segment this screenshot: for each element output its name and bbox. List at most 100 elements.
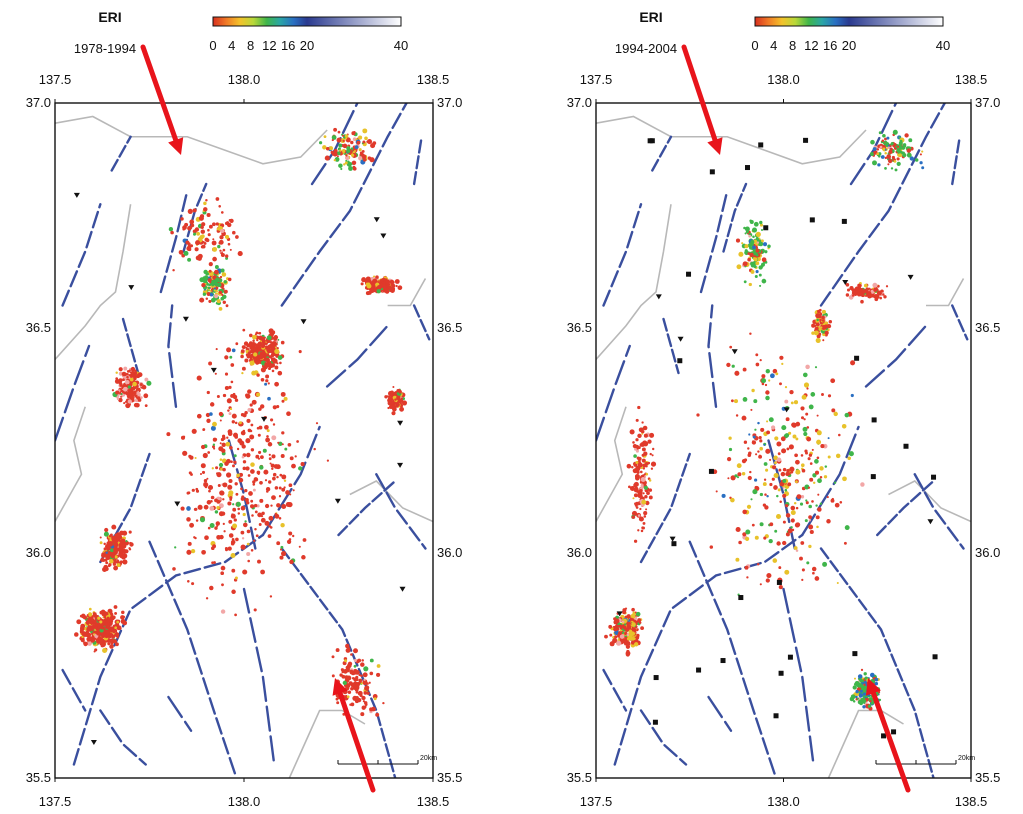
colorbar-tick-label: 40 (394, 38, 408, 53)
earthquake-dot (626, 614, 631, 619)
earthquake-dot (112, 562, 117, 566)
earthquake-dot (353, 149, 357, 153)
earthquake-dot (360, 712, 365, 717)
earthquake-dot (781, 425, 787, 431)
earthquake-dot (233, 454, 237, 458)
coastline (596, 204, 672, 361)
station-triangle-icon (210, 367, 217, 373)
earthquake-dot (271, 369, 275, 373)
active-fault (227, 439, 257, 550)
scale-bar-label: 20km (420, 755, 437, 762)
earthquake-dot (747, 475, 752, 481)
earthquake-dot (204, 535, 209, 541)
earthquake-dot (119, 384, 122, 387)
earthquake-dot (280, 340, 285, 345)
earthquake-dot (358, 156, 363, 161)
earthquake-dot (858, 682, 861, 686)
earthquake-dot (259, 480, 263, 485)
earthquake-dot (259, 465, 264, 470)
earthquake-dot (642, 474, 645, 477)
earthquake-dot (141, 384, 147, 390)
earthquake-dot (634, 504, 638, 507)
earthquake-dot (245, 393, 251, 399)
earthquake-dot (633, 539, 638, 543)
earthquake-dot (347, 160, 350, 163)
earthquake-dot (709, 545, 714, 549)
coastline (926, 278, 965, 307)
earthquake-dot (640, 476, 646, 483)
station-square-icon (891, 729, 897, 735)
earthquake-dot (782, 540, 787, 546)
earthquake-dot (204, 275, 209, 280)
earthquake-dot (896, 157, 900, 161)
earthquake-dot (245, 346, 248, 349)
earthquake-dot (213, 269, 219, 275)
earthquake-dot (241, 444, 246, 449)
earthquake-dot (753, 257, 758, 262)
earthquake-dot (336, 701, 340, 705)
earthquake-dot (856, 697, 859, 700)
earthquake-dot (749, 246, 753, 250)
earthquake-dot (815, 504, 818, 507)
earthquake-dot (397, 285, 403, 291)
earthquake-dot (768, 538, 773, 544)
earthquake-dot (242, 460, 247, 464)
earthquake-dot (124, 379, 130, 385)
active-fault (688, 540, 778, 778)
earthquake-dot (367, 290, 372, 295)
earthquake-dot (811, 323, 816, 328)
earthquake-dot (258, 331, 262, 335)
period-label: 1978-1994 (74, 41, 136, 56)
earthquake-dot (762, 242, 768, 247)
earthquake-dot (206, 477, 209, 480)
earthquake-dot (736, 264, 742, 270)
earthquake-dot (242, 413, 247, 418)
earthquake-dot (761, 382, 765, 386)
active-fault (280, 547, 397, 778)
earthquake-dot (81, 624, 85, 628)
earthquake-dot (788, 444, 794, 450)
earthquake-dot (872, 160, 877, 166)
earthquake-dot (881, 139, 885, 142)
earthquake-dot (642, 425, 648, 431)
earthquake-dot (213, 561, 216, 564)
earthquake-dot (748, 282, 752, 287)
earthquake-dot (207, 484, 214, 491)
earthquake-dot (266, 435, 269, 438)
active-fault (61, 668, 87, 712)
station-square-icon (854, 355, 860, 361)
earthquake-dot (213, 287, 216, 290)
earthquake-dot (111, 389, 115, 392)
earthquake-dot (283, 486, 286, 489)
earthquake-dot (98, 637, 103, 642)
earthquake-dot (649, 452, 652, 456)
annotation-arrow-bottom (337, 690, 376, 793)
earthquake-dot (761, 257, 767, 263)
earthquake-dot (884, 151, 887, 155)
earthquake-dot (366, 691, 370, 695)
earthquake-dot (112, 634, 115, 638)
earthquake-dot (118, 380, 122, 385)
earthquake-dot (771, 477, 775, 481)
earthquake-dot (103, 542, 106, 546)
earthquake-dot (635, 418, 639, 422)
earthquake-dot (382, 701, 385, 705)
earthquake-dot (643, 515, 647, 518)
earthquake-dot (241, 505, 245, 509)
earthquake-dot (387, 406, 390, 410)
earthquake-dot (799, 502, 804, 506)
earthquake-dot (263, 469, 269, 475)
earthquake-dot (800, 416, 805, 420)
earthquake-dot (642, 463, 647, 468)
earthquake-dot (644, 494, 648, 499)
earthquake-dot (715, 490, 718, 493)
earthquake-dot (280, 454, 285, 458)
earthquake-dot (850, 694, 856, 700)
earthquake-dot (921, 150, 924, 153)
earthquake-dot (372, 278, 377, 284)
earthquake-dot (212, 238, 215, 241)
earthquake-dot (765, 578, 770, 583)
earthquake-dot (734, 370, 740, 376)
earthquake-dot (288, 483, 293, 488)
colorbar-tick-label: 0 (751, 38, 758, 53)
